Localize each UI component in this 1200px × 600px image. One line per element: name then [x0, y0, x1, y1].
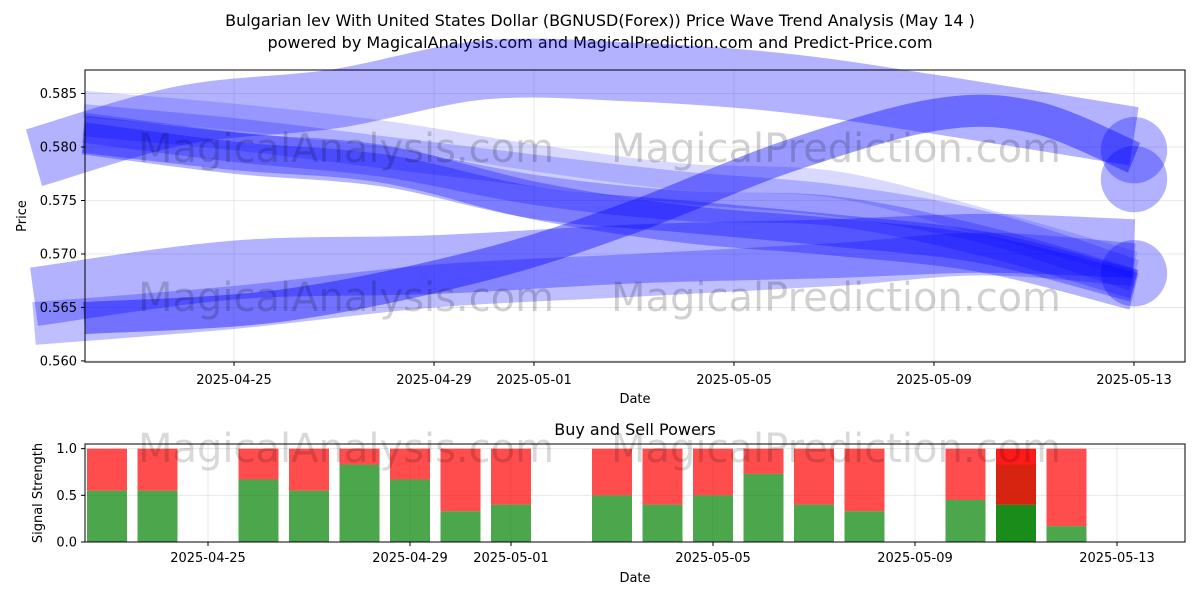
sell-bar — [592, 448, 632, 496]
sell-bar — [87, 448, 127, 491]
buy-bar — [642, 504, 683, 542]
buysell-x-tick-label: 2025-05-01 — [473, 551, 549, 566]
buy-sell-xlabel: Date — [619, 571, 650, 586]
price-y-tick-label: 0.565 — [40, 301, 77, 316]
sell-bar — [339, 448, 380, 465]
buysell-x-tick-label: 2025-05-05 — [675, 551, 751, 566]
buy-bar — [339, 464, 380, 542]
buy-bar — [844, 511, 885, 542]
buy-bar — [743, 473, 784, 542]
price-ylabel: Price — [15, 200, 30, 232]
sell-bar — [289, 448, 329, 491]
buysell-x-tick-label: 2025-05-13 — [1079, 551, 1155, 566]
price-x-tick-label: 2025-05-09 — [896, 373, 972, 388]
sell-bar — [996, 448, 1036, 505]
wave-band-4 — [82, 90, 1138, 278]
buy-bar — [996, 504, 1036, 542]
wave-band-2 — [82, 112, 1139, 299]
price-x-tick-label: 2025-04-29 — [396, 373, 472, 388]
wave-band-1 — [81, 122, 1139, 302]
buy-sell-ylabel: Signal Strength — [31, 443, 46, 543]
wave-band-7 — [30, 213, 1136, 326]
chart-title: Bulgarian lev With United States Dollar … — [225, 11, 975, 30]
sell-bar — [491, 448, 531, 505]
sell-bar — [844, 448, 885, 512]
buy-bar — [945, 500, 986, 542]
price-x-tick-label: 2025-05-05 — [696, 373, 772, 388]
sell-bar — [137, 448, 178, 491]
buysell-y-tick-label: 0.0 — [56, 536, 77, 551]
sell-bar — [440, 448, 481, 512]
price-y-tick-label: 0.575 — [40, 194, 77, 209]
sell-bar — [238, 448, 279, 480]
overlap-bar — [996, 464, 1036, 505]
wave-band-5 — [25, 38, 1139, 186]
wave-end-circle-0 — [1100, 117, 1168, 184]
price-x-tick-label: 2025-05-01 — [496, 373, 572, 388]
sell-bar — [1046, 448, 1087, 527]
price-y-tick-label: 0.580 — [40, 141, 77, 156]
watermark-text: MagicalPrediction.com — [611, 426, 1061, 472]
buy-bar — [137, 490, 178, 542]
buy-bar — [87, 490, 127, 542]
watermark-text: MagicalAnalysis.com — [138, 126, 554, 172]
buy-bar — [390, 479, 430, 542]
buysell-x-tick-label: 2025-04-29 — [372, 551, 448, 566]
price-y-tick-label: 0.585 — [40, 87, 77, 102]
wave-end-circle-2 — [1100, 240, 1168, 307]
watermark-text: MagicalAnalysis.com — [138, 426, 554, 472]
sell-bar — [693, 448, 733, 496]
sell-bar — [642, 448, 683, 505]
buy-bar — [289, 490, 329, 542]
price-y-tick-label: 0.560 — [40, 354, 77, 369]
buy-bar — [693, 495, 733, 542]
buy-bar — [440, 511, 481, 542]
buy-sell-plot-frame — [84, 443, 1186, 543]
buy-bar — [1046, 526, 1087, 542]
wave-end-circle-1 — [1100, 145, 1168, 213]
buysell-y-tick-label: 1.0 — [56, 442, 77, 457]
buysell-x-tick-label: 2025-04-25 — [170, 551, 246, 566]
price-x-tick-label: 2025-05-13 — [1096, 373, 1172, 388]
price-x-tick-label: 2025-04-25 — [196, 373, 272, 388]
price-wave-panel: MagicalAnalysis.com MagicalPrediction.com… — [15, 38, 1186, 407]
buysell-y-tick-label: 0.5 — [56, 489, 77, 504]
watermark-text: MagicalPrediction.com — [611, 275, 1061, 321]
watermark-text: MagicalAnalysis.com — [138, 275, 554, 321]
chart-subtitle: powered by MagicalAnalysis.com and Magic… — [267, 33, 932, 52]
sell-bar — [743, 448, 784, 474]
wave-band-3 — [82, 104, 1139, 291]
price-xlabel: Date — [619, 392, 650, 407]
buy-bar — [238, 479, 279, 542]
wave-band-6 — [82, 94, 1141, 335]
buy-sell-panel: Buy and Sell Powers MagicalAnalysis.com M… — [31, 420, 1186, 586]
buy-sell-title: Buy and Sell Powers — [554, 420, 716, 439]
wave-band-0 — [81, 115, 1139, 310]
price-y-tick-label: 0.570 — [40, 247, 77, 262]
sell-bar — [794, 448, 834, 505]
buy-bar — [794, 504, 834, 542]
wave-band-8 — [32, 232, 1136, 345]
watermark-text: MagicalPrediction.com — [611, 126, 1061, 172]
buysell-x-tick-label: 2025-05-09 — [877, 551, 953, 566]
sell-bar — [390, 448, 430, 480]
buy-bar — [592, 495, 632, 542]
sell-bar — [945, 448, 986, 500]
buy-bar — [491, 504, 531, 542]
price-plot-frame — [84, 69, 1186, 363]
